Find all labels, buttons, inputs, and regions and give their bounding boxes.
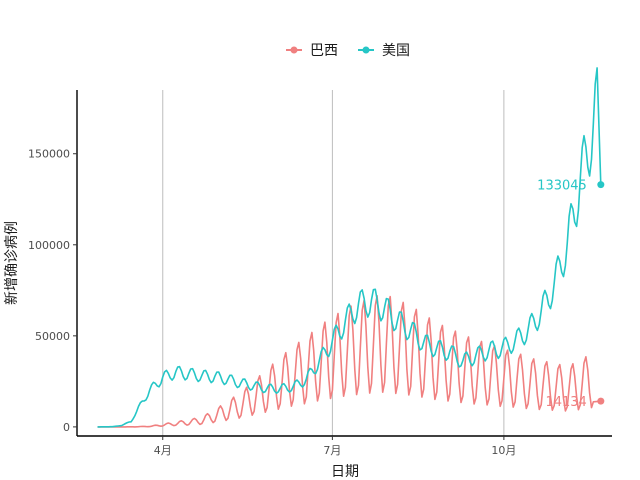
- x-tick-label: 10月: [491, 444, 516, 457]
- y-axis-title: 新增确诊病例: [4, 221, 20, 305]
- series-end-point-1: [597, 181, 605, 189]
- series-end-label-1: 133045: [537, 179, 587, 194]
- y-tick-label: 0: [63, 421, 70, 434]
- y-tick-label: 50000: [35, 330, 70, 343]
- series-end-label-0: 14134: [545, 395, 586, 410]
- x-tick-label: 4月: [154, 444, 172, 457]
- series-layer: 14134 133045: [97, 67, 605, 428]
- legend-key-point-0: [290, 46, 298, 54]
- series-end-point-0: [597, 397, 605, 405]
- legend-key-point-1: [362, 46, 370, 54]
- legend-label-1: 美国: [382, 43, 410, 59]
- series-line-0: [97, 295, 601, 428]
- x-tick-label: 7月: [323, 444, 341, 457]
- y-tick-label: 150000: [28, 148, 70, 161]
- series-line-1: [97, 67, 602, 428]
- axes: 0 50000 100000 150000 4月 7月 10月: [28, 90, 612, 457]
- x-axis-title: 日期: [331, 464, 359, 480]
- legend-label-0: 巴西: [310, 43, 338, 59]
- legend: 巴西 美国: [286, 43, 410, 59]
- y-tick-label: 100000: [28, 239, 70, 252]
